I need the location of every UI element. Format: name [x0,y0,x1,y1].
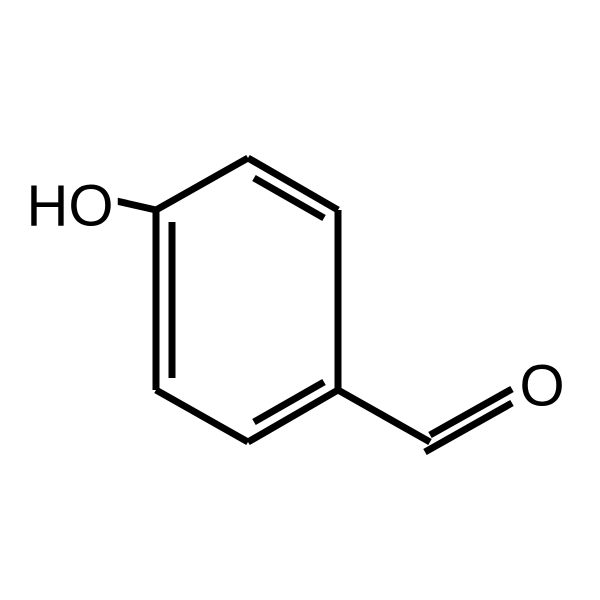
bond-c5-c6 [156,390,248,442]
bond-c1-oh [112,200,156,210]
bond-c1-c2 [156,158,248,210]
atom-label-carbonyl-o: O [519,353,564,418]
molecule-canvas: HO O [0,0,600,600]
bond-c4-c7 [338,390,430,442]
bonds-group [112,158,512,452]
atom-label-hydroxyl: HO [27,173,114,238]
atom-labels-group: HO O [22,173,569,422]
